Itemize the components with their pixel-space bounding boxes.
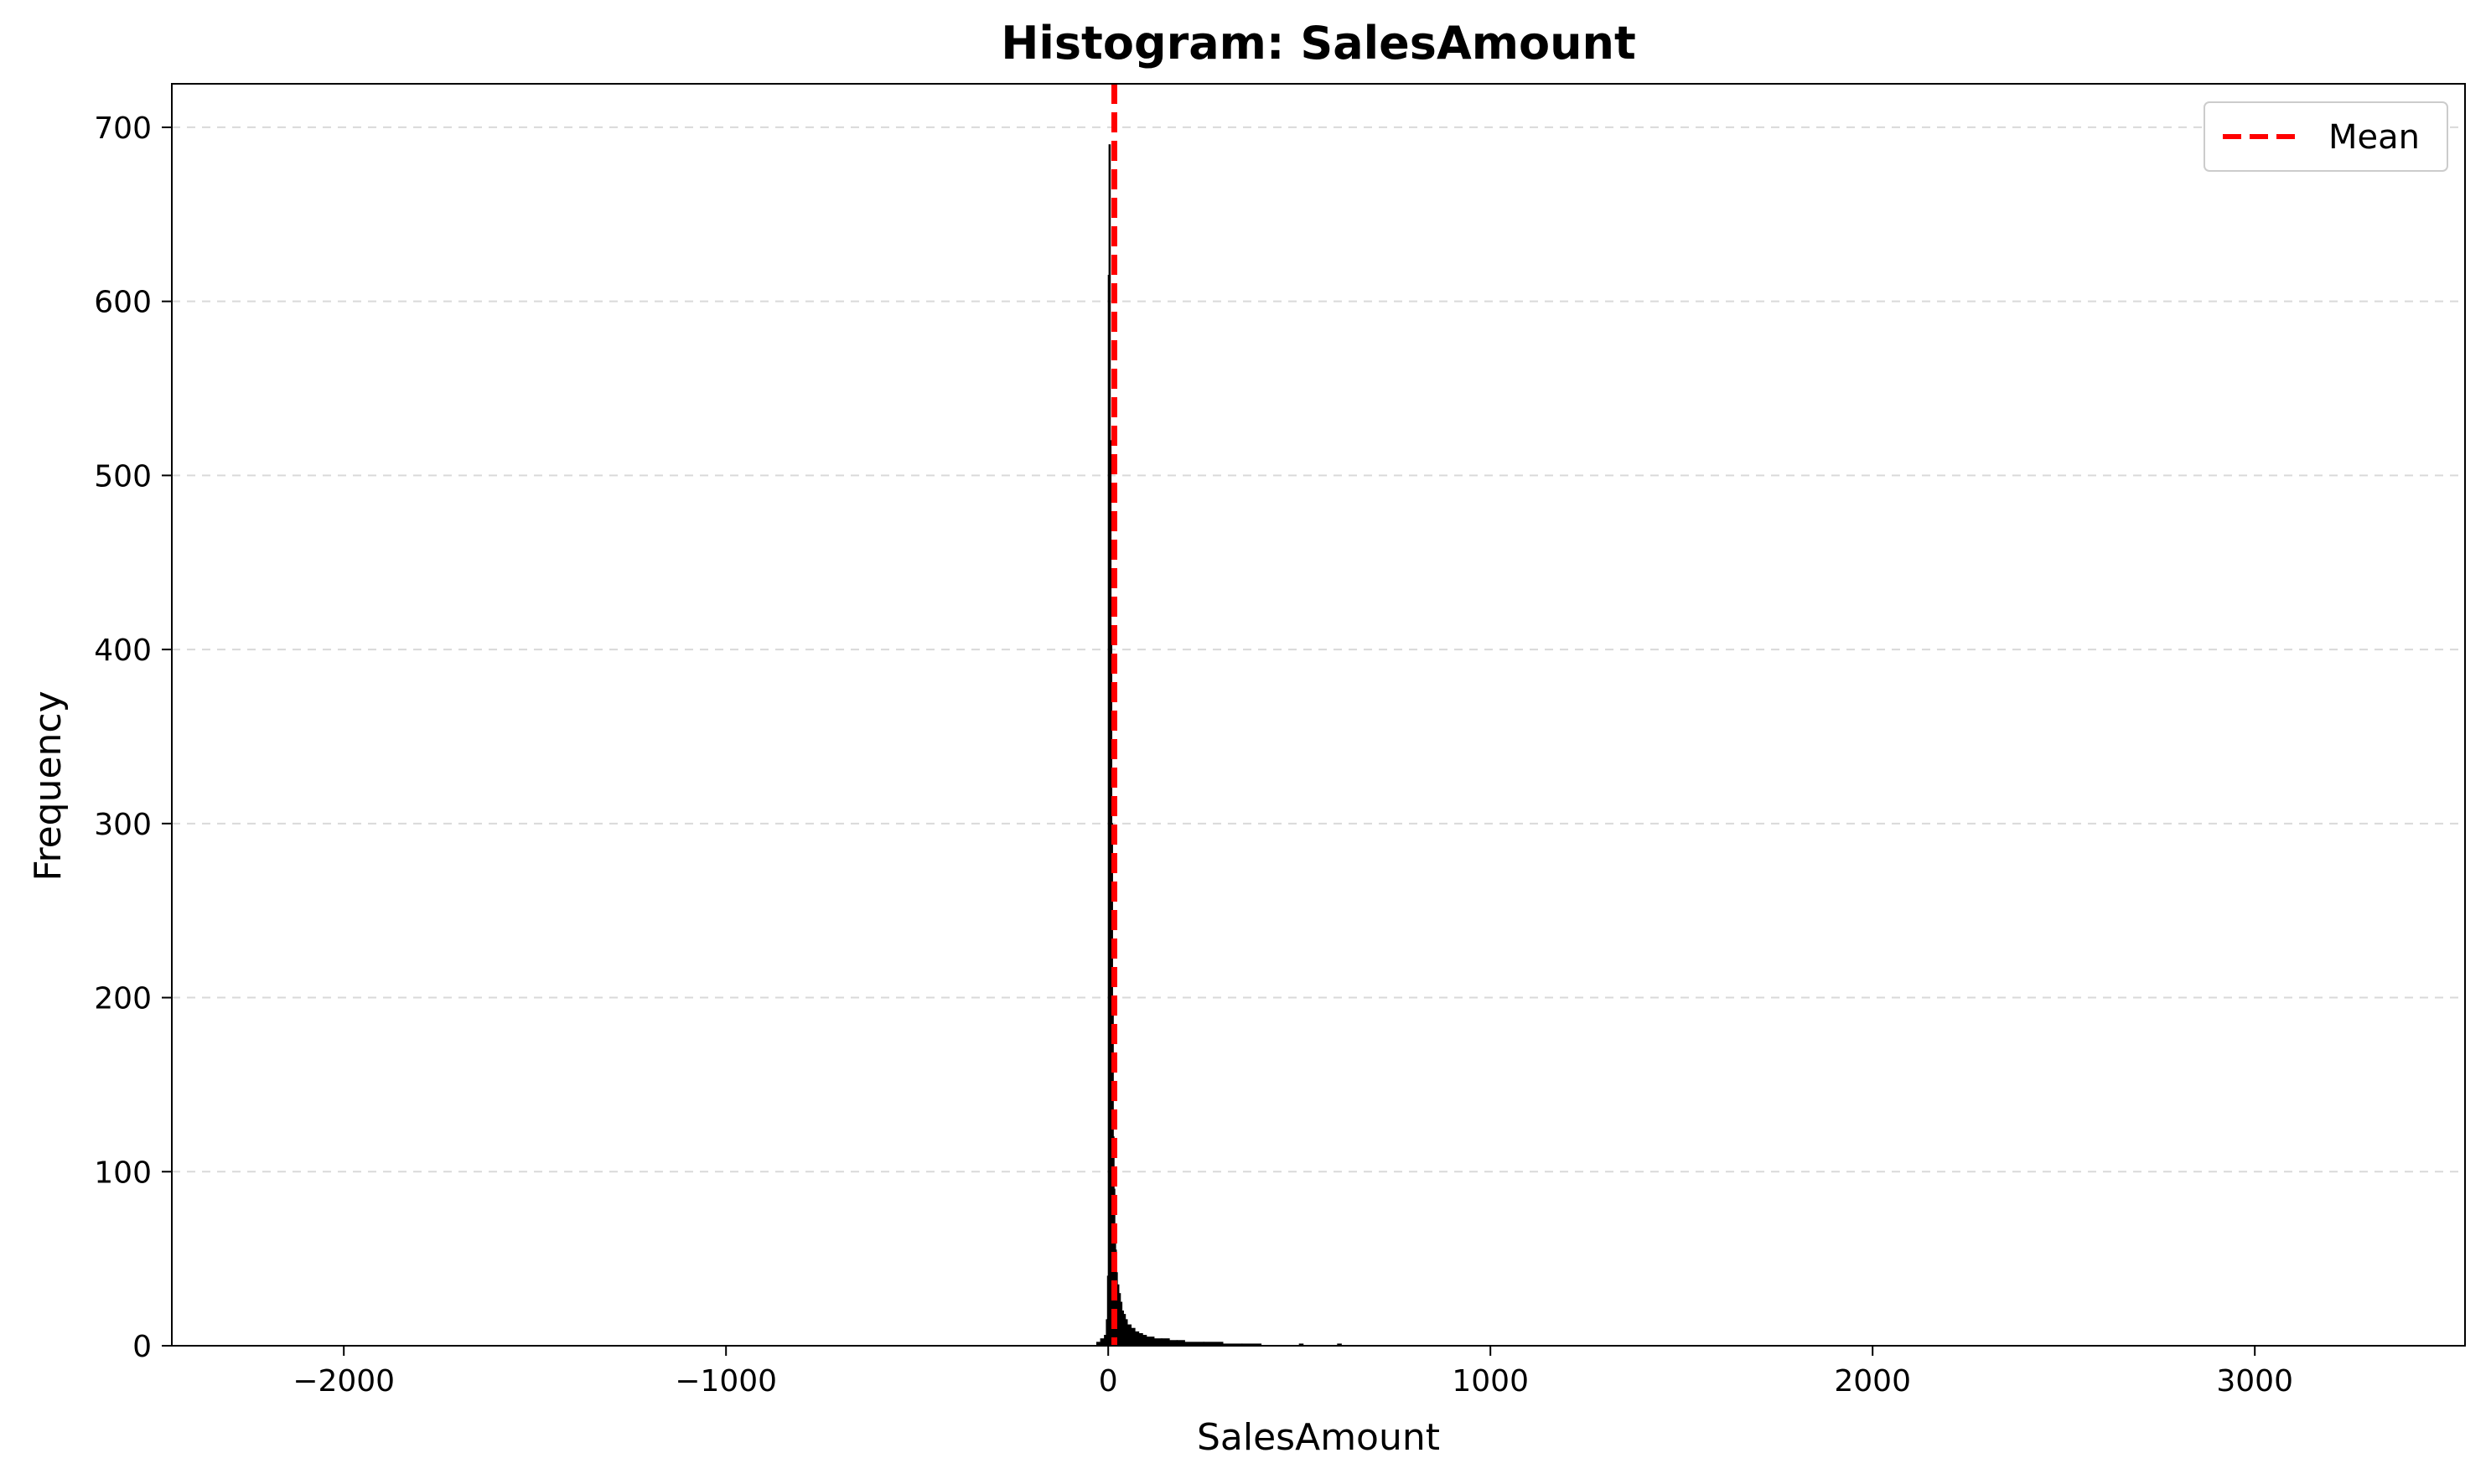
y-tick-label: 300 (94, 808, 152, 842)
x-tick-label: 0 (1099, 1364, 1118, 1399)
x-tick-label: 2000 (1834, 1364, 1911, 1399)
y-tick-label: 0 (132, 1330, 152, 1364)
y-tick-label: 400 (94, 633, 152, 668)
y-tick-label: 700 (94, 111, 152, 146)
histogram-bar (1161, 1338, 1170, 1347)
x-axis-title: SalesAmount (1197, 1416, 1440, 1459)
y-axis-ticks: 0 100 200 300 400 500 600 700 (94, 111, 172, 1364)
x-axis-ticks: −2000 −1000 0 1000 2000 3000 (293, 1346, 2293, 1399)
legend: Mean (2204, 101, 2448, 172)
histogram-bar (1134, 1331, 1140, 1347)
histogram-bar (1146, 1337, 1155, 1347)
histogram-bar (1100, 1338, 1106, 1347)
legend-mean-label: Mean (2328, 118, 2420, 157)
histogram-bar (1126, 1324, 1132, 1347)
y-tick-label: 200 (94, 982, 152, 1016)
chart-title: Histogram: SalesAmount (1001, 17, 1636, 70)
y-tick-label: 500 (94, 459, 152, 494)
y-tick-label: 100 (94, 1156, 152, 1190)
x-tick-label: −2000 (293, 1364, 395, 1399)
x-tick-label: 1000 (1452, 1364, 1529, 1399)
y-axis-title: Frequency (27, 690, 70, 881)
y-tick-label: 600 (94, 286, 152, 320)
histogram-bar (1131, 1327, 1136, 1347)
histogram-bar (1138, 1332, 1143, 1347)
histogram-bar (1153, 1338, 1163, 1347)
x-tick-label: −1000 (675, 1364, 777, 1399)
legend-box (2204, 101, 2448, 172)
histogram-bar (1142, 1335, 1147, 1347)
x-tick-label: 3000 (2216, 1364, 2293, 1399)
plot-area-frame (171, 83, 2466, 1347)
gridlines (172, 126, 2465, 1173)
